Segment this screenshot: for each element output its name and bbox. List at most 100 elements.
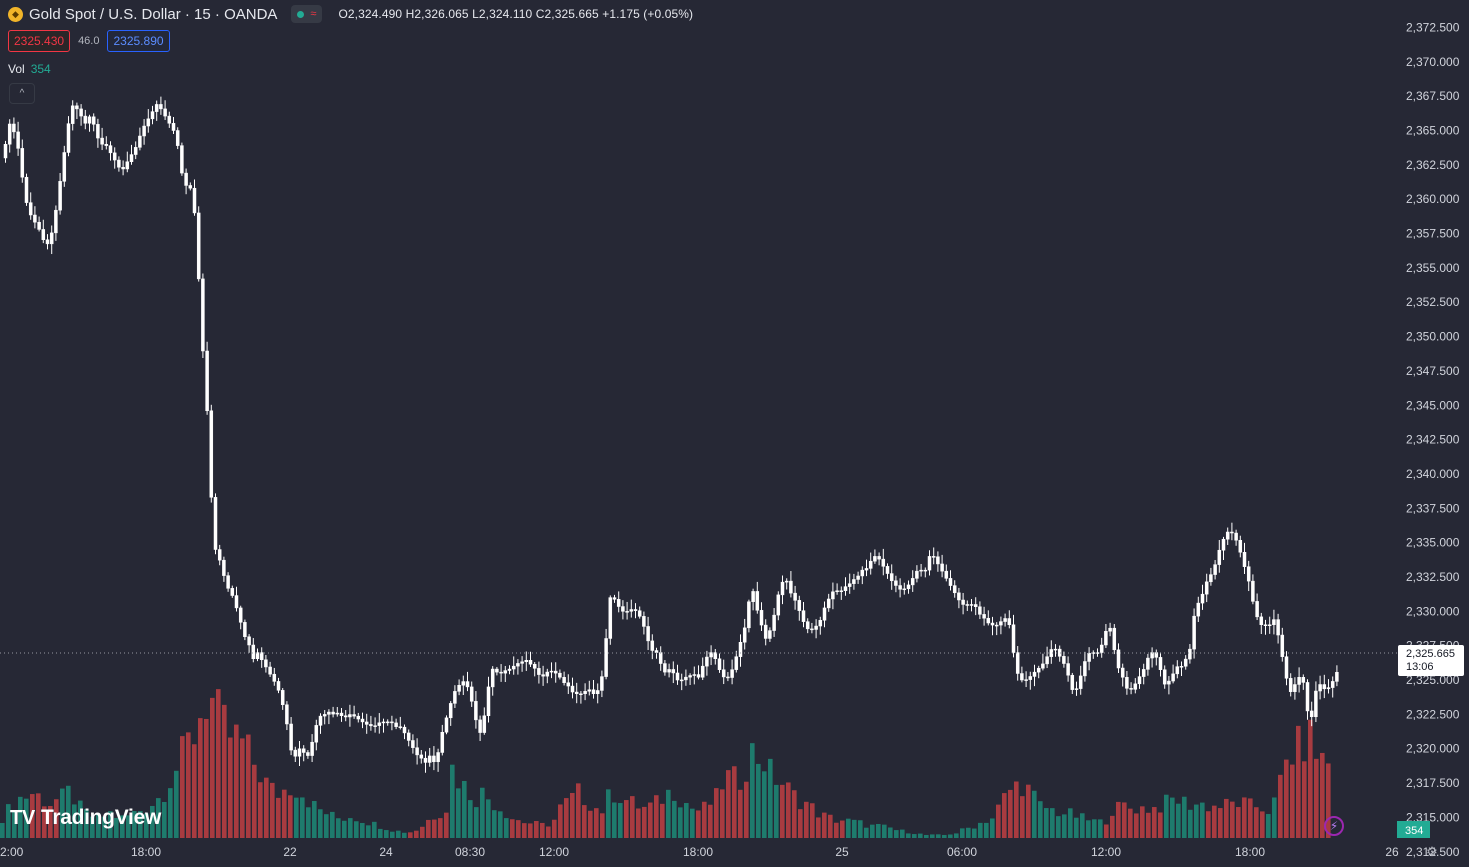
candle-body <box>873 556 877 562</box>
volume-bar <box>1320 752 1325 838</box>
volume-bar <box>1206 811 1211 838</box>
candle-body <box>541 674 545 677</box>
bid-button[interactable]: 2325.430 <box>8 30 71 52</box>
candle-body <box>511 665 516 670</box>
candle-body <box>490 668 495 688</box>
candle-body <box>1137 676 1142 685</box>
candle-body <box>226 575 230 589</box>
volume-bar <box>180 736 185 838</box>
candle-body <box>789 580 793 594</box>
price-tick-label: 2,367.500 <box>1406 89 1460 103</box>
volume-bar <box>810 803 815 838</box>
volume-bar <box>738 789 743 838</box>
candle-body <box>570 685 575 693</box>
candle-body <box>142 125 146 137</box>
candle-body <box>402 726 407 734</box>
market-status-pill[interactable]: ≈ <box>291 5 323 23</box>
candle-body <box>427 755 432 763</box>
candle-body <box>721 669 726 678</box>
price-tick-label: 2,330.000 <box>1406 604 1460 618</box>
candle-body <box>999 621 1003 626</box>
candle-body <box>188 185 193 189</box>
tradingview-logo[interactable]: TV TradingView <box>10 806 161 830</box>
symbol-title[interactable]: Gold Spot / U.S. Dollar · 15 · OANDA <box>29 5 278 23</box>
candle-body <box>658 652 663 664</box>
candle-body <box>1024 679 1028 681</box>
candle-body <box>133 147 138 155</box>
volume-bar <box>156 798 161 838</box>
candle-body <box>37 221 41 230</box>
candle-body <box>432 755 436 763</box>
candle-body <box>713 652 718 659</box>
volume-bar <box>396 830 401 838</box>
volume-bar <box>870 824 875 838</box>
price-tick-label: 2,362.500 <box>1406 158 1460 172</box>
candle-body <box>293 749 298 757</box>
candle-body <box>33 214 37 223</box>
price-tick-label: 2,312.500 <box>1406 845 1460 859</box>
volume-bar <box>342 820 347 838</box>
volume-bar <box>678 807 683 838</box>
time-tick-label: 08:30 <box>455 845 485 859</box>
gear-icon[interactable]: ⚙ <box>1426 844 1438 859</box>
candle-body <box>255 652 260 659</box>
tradingview-mark-icon: TV <box>10 806 35 829</box>
volume-bar <box>108 811 113 838</box>
volume-legend[interactable]: Vol 354 <box>8 62 51 76</box>
candle-body <box>763 624 768 639</box>
volume-bar <box>756 763 761 838</box>
volume-bar <box>1308 719 1313 838</box>
candle-body <box>595 690 600 695</box>
volume-bar <box>234 724 239 838</box>
candle-body <box>373 725 377 727</box>
candle-body <box>335 712 340 715</box>
price-tick-label: 2,320.000 <box>1406 742 1460 756</box>
volume-bar <box>126 815 131 838</box>
price-tick-label: 2,355.000 <box>1406 261 1460 275</box>
candle-body <box>163 108 167 117</box>
collapse-legend-button[interactable]: ^ <box>9 83 35 104</box>
candle-body <box>835 590 839 593</box>
volume-bar <box>1002 793 1007 838</box>
candle-body <box>20 148 25 178</box>
candle-body <box>537 668 541 675</box>
candle-body <box>1167 680 1171 685</box>
volume-bar <box>1302 761 1307 838</box>
candle-body <box>608 597 613 639</box>
volume-bar <box>186 732 191 838</box>
volume-bar <box>1164 794 1169 838</box>
candle-body <box>285 704 289 725</box>
candle-body <box>944 570 949 579</box>
time-tick-label: 12:00 <box>1091 845 1121 859</box>
candle-body <box>499 671 503 674</box>
volume-bar <box>666 789 671 838</box>
candle-body <box>12 123 16 133</box>
volume-bar <box>1032 790 1037 838</box>
time-axis[interactable]: 2:00 18:00 22 24 08:30 12:00 18:00 25 06:00 12:00… <box>0 845 1399 859</box>
price-tick-label: 2,365.000 <box>1406 124 1460 138</box>
volume-bar <box>1116 801 1121 838</box>
ask-button[interactable]: 2325.890 <box>107 30 170 52</box>
candle-body <box>616 599 621 607</box>
volume-bar <box>996 804 1001 838</box>
candle-body <box>961 599 965 605</box>
candle-body <box>444 717 449 733</box>
market-open-dot-icon <box>297 10 305 18</box>
candle-body <box>1297 677 1301 685</box>
candle-body <box>1087 652 1091 662</box>
candle-body <box>478 719 482 733</box>
candle-body <box>629 609 634 612</box>
volume-bar <box>1200 802 1205 838</box>
volume-bar <box>330 811 335 838</box>
candle-body <box>1234 532 1238 541</box>
candle-body <box>96 124 100 139</box>
candle-body <box>356 715 361 720</box>
flash-icon[interactable]: ⚡ <box>1324 816 1344 836</box>
candle-body <box>667 669 671 673</box>
candle-body <box>1305 682 1310 712</box>
candle-body <box>322 714 327 717</box>
volume-legend-value: 354 <box>30 62 51 76</box>
candle-body <box>562 677 566 683</box>
